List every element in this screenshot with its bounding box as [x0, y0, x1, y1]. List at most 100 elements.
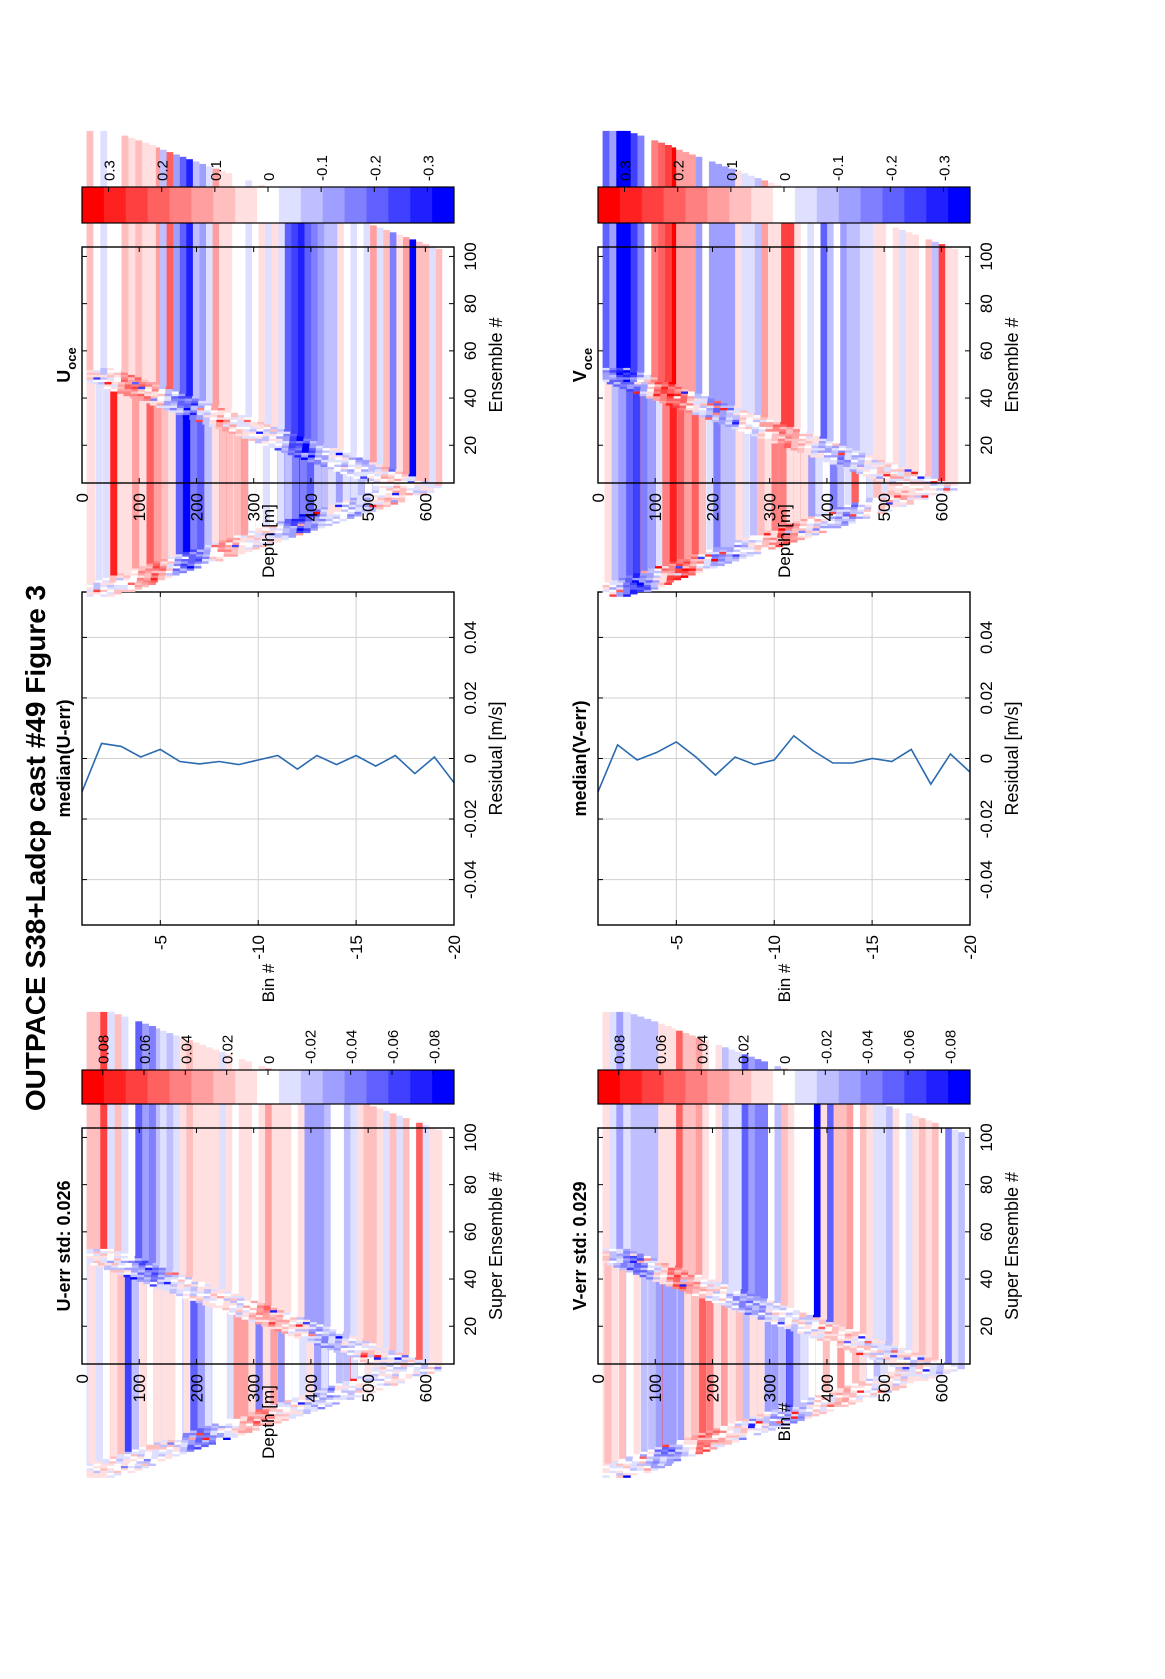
colorbar-segment: [213, 1070, 236, 1104]
heatmap-cell: [891, 227, 900, 465]
heatmap-cell: [648, 331, 656, 569]
plot-area: [86, 130, 449, 597]
heatmap-cell: [688, 1035, 696, 1273]
heatmap-cell: [604, 1226, 612, 1464]
tick-label: 0.02: [977, 681, 996, 714]
heatmap-cell: [670, 1205, 678, 1443]
colorbar-segment: [729, 187, 752, 223]
tick-label: 100: [646, 493, 665, 521]
heatmap-cell: [819, 1082, 828, 1320]
heatmap-cell: [708, 161, 716, 399]
colorbar-segment: [410, 1070, 433, 1104]
heatmap-cell: [369, 225, 377, 463]
colorbar-tick-label: 0: [777, 1056, 794, 1064]
heatmap-cell: [88, 1226, 96, 1464]
heatmap-cell: [146, 326, 155, 564]
colorbar-segment: [816, 187, 840, 223]
heatmap-cell: [708, 1042, 716, 1280]
colorbar: 0.3 0.2 0.1 0 -0.1 -0.2 -0.3: [597, 155, 971, 224]
heatmap-cell: [134, 1021, 143, 1259]
tick-label: -0.02: [977, 800, 996, 839]
heatmap-cell: [734, 1052, 742, 1289]
colorbar-segment: [147, 1070, 170, 1104]
series-line: [597, 734, 971, 793]
x-axis-label: Ensemble #: [486, 317, 506, 412]
heatmap-cell: [110, 1219, 118, 1457]
heatmap-cell: [117, 1217, 126, 1455]
colorbar-segment: [751, 187, 774, 223]
heatmap-cell: [643, 137, 652, 375]
heatmap-cell: [675, 149, 683, 387]
heatmap-cell: [103, 340, 111, 578]
heatmap-cell: [277, 1073, 285, 1311]
heatmap-cell: [852, 1094, 860, 1332]
colorbar-segment: [169, 187, 192, 223]
tick-label: -15: [863, 935, 882, 960]
heatmap-cell: [132, 331, 140, 569]
colorbar-segment: [300, 187, 324, 223]
colorbar-tick-label: 0.3: [618, 160, 635, 181]
colorbar-tick-label: -0.06: [385, 1030, 402, 1064]
panel-title: median(V-err): [570, 700, 590, 816]
colorbar-tick-label: -0.1: [314, 155, 331, 181]
colorbar-segment: [619, 187, 643, 223]
tick-label: 0.02: [461, 681, 480, 714]
heatmap-cell: [434, 248, 443, 486]
colorbar-tick-label: -0.1: [830, 155, 847, 181]
heatmap-cell: [161, 1203, 169, 1440]
heatmap-cell: [832, 1087, 841, 1325]
tick-label: 0: [73, 1374, 92, 1383]
colorbar-segment: [147, 187, 170, 223]
heatmap-cell: [655, 1210, 663, 1448]
colorbar-segment: [82, 1070, 105, 1104]
heatmap-cell: [316, 206, 325, 444]
heatmap-cell: [918, 1118, 926, 1356]
heatmap-cell: [185, 159, 193, 397]
y-axis-label: Depth [m]: [775, 504, 794, 578]
tick-label: 400: [302, 1374, 321, 1402]
heatmap-cell: [675, 1030, 683, 1268]
heatmap-cell: [277, 192, 285, 430]
colorbar-tick-label: -0.3: [420, 155, 437, 181]
tick-label: 40: [461, 1270, 480, 1289]
colorbar-segment: [882, 1070, 905, 1104]
heatmap-cell: [141, 1023, 149, 1261]
tick-label: 100: [130, 1374, 149, 1402]
heatmap-cell: [648, 1212, 656, 1450]
heatmap-cell: [190, 312, 198, 550]
tick-label: -20: [961, 935, 980, 960]
heatmap-cell: [626, 1219, 634, 1457]
heatmap-cell: [727, 168, 736, 406]
heatmap-cell: [950, 1129, 959, 1367]
y-axis-label: Depth [m]: [259, 504, 278, 578]
colorbar-tick-label: -0.04: [344, 1030, 361, 1064]
heatmap-cell: [356, 220, 364, 458]
heatmap-cell: [244, 180, 252, 418]
tick-label: 0: [589, 1374, 608, 1383]
colorbar-segment: [432, 187, 455, 223]
heatmap-cell: [681, 1033, 690, 1271]
axes-frame: [597, 1127, 971, 1365]
heatmap-cell: [107, 130, 115, 368]
heatmap-cell: [720, 307, 729, 545]
heatmap-cell: [753, 178, 762, 416]
colorbar-segment: [125, 187, 149, 223]
heatmap-cell: [931, 1122, 939, 1360]
x-axis-label: Super Ensemble #: [1002, 1172, 1022, 1320]
heatmap-cell: [813, 1080, 821, 1318]
colorbar-segment: [103, 187, 127, 223]
colorbar-segment: [641, 1070, 665, 1104]
tick-label: -5: [151, 935, 170, 950]
heatmap-cell: [760, 180, 768, 418]
heatmap-cell: [630, 1014, 638, 1252]
colorbar-segment: [838, 187, 861, 223]
heatmap-cell: [670, 324, 678, 562]
heatmap-cell: [677, 322, 685, 559]
colorbar-segment: [344, 187, 367, 223]
heatmap-cell: [218, 171, 226, 408]
heatmap-cell: [408, 239, 417, 477]
heatmap-cell: [891, 1108, 900, 1346]
tick-label: 300: [761, 493, 780, 521]
heatmap-cell: [636, 135, 645, 373]
